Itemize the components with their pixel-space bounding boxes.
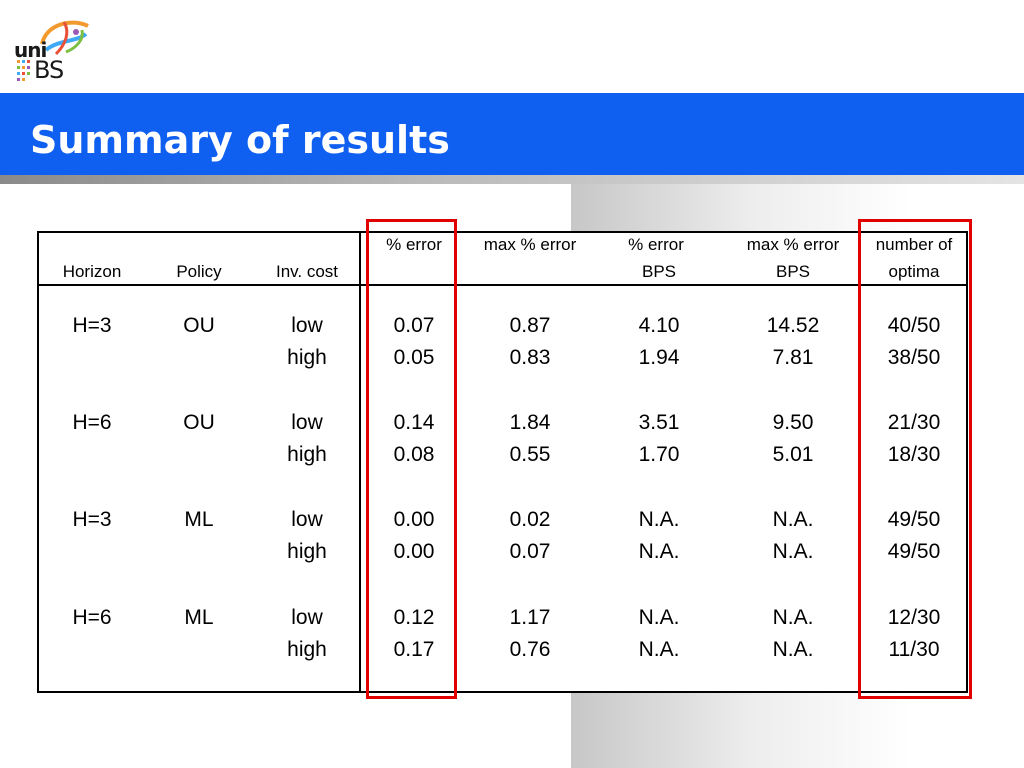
cell-max-pct-error-bps: 7.81 [772, 346, 814, 369]
cell-max-pct-error: 0.76 [509, 638, 551, 661]
highlight-number-of-optima-column [858, 219, 972, 699]
cell-pct-error-bps: N.A. [638, 540, 680, 563]
cell-inv-cost: low [291, 508, 323, 531]
cell-max-pct-error-bps: 14.52 [766, 314, 820, 337]
cell-number-of-optima: 21/30 [887, 411, 941, 434]
table-column-divider [359, 231, 361, 693]
cell-horizon: H=6 [72, 411, 112, 434]
cell-pct-error-bps: N.A. [638, 508, 680, 531]
header-pct-error-bps-line1: % error [628, 235, 684, 254]
cell-max-pct-error-bps: 9.50 [772, 411, 814, 434]
cell-horizon: H=6 [72, 606, 112, 629]
cell-number-of-optima: 38/50 [887, 346, 941, 369]
cell-inv-cost: high [287, 346, 327, 369]
cell-pct-error: 0.14 [393, 411, 435, 434]
cell-max-pct-error: 0.02 [509, 508, 551, 531]
cell-number-of-optima: 49/50 [887, 540, 941, 563]
cell-policy: ML [184, 508, 214, 531]
header-number-of-optima-line1: number of [875, 235, 953, 254]
cell-pct-error-bps: N.A. [638, 638, 680, 661]
cell-inv-cost: high [287, 638, 327, 661]
cell-pct-error: 0.17 [393, 638, 435, 661]
cell-policy: OU [183, 314, 215, 337]
cell-max-pct-error: 0.87 [509, 314, 551, 337]
cell-inv-cost: low [291, 411, 323, 434]
cell-pct-error-bps: 1.70 [638, 443, 680, 466]
cell-max-pct-error: 1.84 [509, 411, 551, 434]
logo-uni-text: uni [14, 38, 47, 62]
cell-inv-cost: high [287, 443, 327, 466]
cell-pct-error: 0.00 [393, 508, 435, 531]
cell-policy: ML [184, 606, 214, 629]
cell-horizon: H=3 [72, 508, 112, 531]
header-max-pct-error-bps-line1: max % error [746, 235, 840, 254]
cell-number-of-optima: 18/30 [887, 443, 941, 466]
cell-policy: OU [183, 411, 215, 434]
header-inv-cost: Inv. cost [275, 262, 339, 281]
table-header-divider [37, 284, 968, 286]
cell-pct-error-bps: 4.10 [638, 314, 680, 337]
cell-horizon: H=3 [72, 314, 112, 337]
cell-pct-error: 0.07 [393, 314, 435, 337]
cell-pct-error-bps: 1.94 [638, 346, 680, 369]
cell-number-of-optima: 49/50 [887, 508, 941, 531]
table-header-right-edge [966, 258, 968, 286]
cell-max-pct-error: 0.83 [509, 346, 551, 369]
cell-pct-error: 0.00 [393, 540, 435, 563]
cell-pct-error: 0.12 [393, 606, 435, 629]
cell-pct-error-bps: N.A. [638, 606, 680, 629]
header-max-pct-error: max % error [483, 235, 577, 254]
highlight-pct-error-column [366, 219, 457, 699]
cell-inv-cost: low [291, 606, 323, 629]
cell-max-pct-error-bps: N.A. [772, 638, 814, 661]
cell-max-pct-error: 1.17 [509, 606, 551, 629]
title-bar [0, 93, 1024, 175]
cell-max-pct-error-bps: 5.01 [772, 443, 814, 466]
logo-dots-icon [17, 60, 30, 81]
cell-max-pct-error: 0.07 [509, 540, 551, 563]
header-max-pct-error-bps-line2: BPS [775, 262, 811, 281]
cell-number-of-optima: 11/30 [888, 638, 940, 661]
cell-inv-cost: low [291, 314, 323, 337]
cell-max-pct-error-bps: N.A. [772, 540, 814, 563]
header-pct-error-bps-line2: BPS [641, 262, 677, 281]
header-horizon: Horizon [62, 262, 122, 281]
cell-number-of-optima: 40/50 [887, 314, 941, 337]
logo-bs-text: BS [34, 56, 64, 84]
cell-inv-cost: high [287, 540, 327, 563]
cell-max-pct-error-bps: N.A. [772, 508, 814, 531]
cell-pct-error-bps: 3.51 [638, 411, 680, 434]
cell-number-of-optima: 12/30 [887, 606, 941, 629]
header-policy: Policy [176, 262, 222, 281]
results-table [37, 231, 968, 693]
cell-pct-error: 0.08 [393, 443, 435, 466]
unibs-logo: uni BS [14, 14, 89, 84]
title-underline [0, 175, 1024, 184]
slide-title: Summary of results [30, 118, 450, 162]
header-pct-error: % error [386, 235, 442, 254]
cell-max-pct-error-bps: N.A. [772, 606, 814, 629]
cell-max-pct-error: 0.55 [509, 443, 551, 466]
logo-swirl-icon [40, 20, 89, 56]
header-number-of-optima-line2: optima [888, 262, 940, 281]
cell-pct-error: 0.05 [393, 346, 435, 369]
